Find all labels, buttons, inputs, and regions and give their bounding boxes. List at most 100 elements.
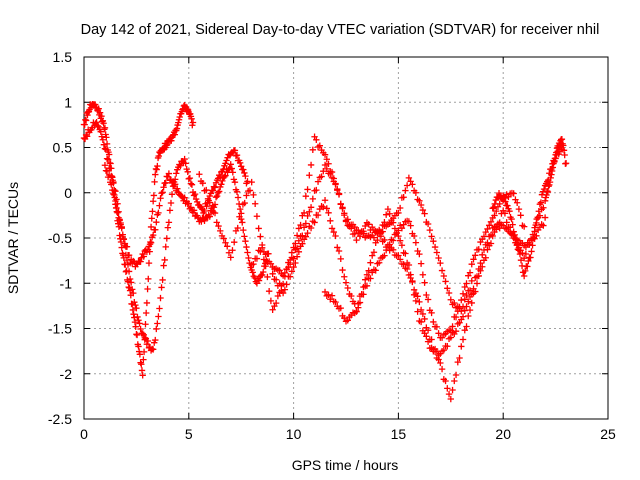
- data-point: [144, 246, 152, 253]
- data-point: [316, 142, 323, 149]
- data-point: [416, 250, 423, 258]
- data-point: [309, 195, 317, 203]
- data-point: [496, 219, 503, 226]
- data-point: [466, 306, 474, 314]
- data-point: [442, 278, 449, 285]
- data-point: [463, 280, 470, 287]
- data-point: [435, 356, 442, 363]
- data-point: [133, 305, 140, 312]
- data-point: [103, 167, 111, 175]
- data-point: [342, 279, 350, 286]
- data-point: [286, 273, 294, 280]
- data-point: [292, 240, 299, 247]
- data-point: [241, 233, 248, 240]
- data-point: [165, 170, 173, 177]
- data-point: [116, 232, 123, 239]
- data-point: [161, 256, 168, 264]
- data-point: [223, 157, 230, 164]
- data-point: [431, 348, 439, 355]
- data-point: [440, 272, 448, 280]
- data-point: [509, 221, 516, 228]
- data-point: [447, 395, 454, 403]
- data-point: [323, 165, 330, 173]
- data-point: [152, 226, 159, 233]
- data-point: [155, 152, 162, 160]
- data-point: [149, 346, 157, 353]
- data-point: [416, 197, 423, 205]
- data-point: [548, 165, 555, 173]
- data-point: [540, 185, 548, 193]
- data-point: [142, 309, 150, 317]
- data-point: [157, 294, 164, 302]
- data-point: [134, 313, 141, 321]
- data-point: [188, 181, 196, 188]
- data-point: [102, 131, 109, 138]
- data-point: [438, 267, 446, 274]
- data-point: [405, 174, 413, 182]
- data-point: [323, 205, 330, 212]
- data-point: [103, 155, 111, 162]
- data-point: [272, 276, 280, 283]
- data-point: [236, 205, 244, 213]
- data-point: [321, 161, 329, 169]
- data-point: [561, 151, 568, 159]
- data-point: [126, 275, 134, 283]
- data-point: [158, 284, 165, 291]
- data-point: [104, 156, 112, 163]
- data-point: [230, 176, 238, 183]
- data-point: [365, 221, 372, 228]
- y-tick-label: -0.5: [48, 230, 72, 246]
- data-point: [239, 219, 246, 226]
- data-point: [321, 151, 329, 158]
- series-track-1: [80, 100, 197, 379]
- data-point: [538, 191, 546, 198]
- data-point: [503, 219, 510, 226]
- y-tick-label: -1.5: [48, 321, 72, 337]
- data-point: [558, 135, 566, 143]
- data-point: [140, 348, 148, 356]
- data-point: [302, 192, 310, 200]
- data-point: [466, 287, 474, 294]
- data-point: [176, 161, 183, 168]
- data-point: [113, 204, 120, 212]
- data-point: [162, 243, 169, 251]
- data-point: [189, 119, 197, 126]
- data-point: [327, 296, 334, 303]
- data-point: [454, 308, 461, 315]
- data-point: [163, 141, 171, 148]
- data-point: [517, 212, 524, 219]
- data-point: [154, 320, 161, 327]
- data-point: [325, 209, 332, 217]
- data-point: [412, 189, 420, 196]
- data-point: [355, 304, 362, 311]
- data-point: [362, 222, 369, 230]
- data-point: [166, 207, 174, 214]
- data-point: [149, 198, 157, 205]
- data-point: [365, 267, 372, 274]
- data-point: [131, 298, 138, 306]
- data-point: [153, 166, 160, 173]
- data-point: [444, 343, 451, 350]
- data-point: [111, 191, 118, 199]
- data-point: [272, 299, 280, 307]
- data-point: [369, 252, 376, 259]
- data-point: [515, 247, 523, 254]
- data-point: [395, 232, 402, 240]
- data-point: [510, 228, 517, 235]
- data-point: [465, 298, 472, 305]
- data-point: [370, 249, 378, 256]
- data-point: [299, 240, 306, 247]
- data-point: [125, 268, 133, 275]
- data-point: [145, 275, 152, 283]
- data-point: [98, 133, 106, 140]
- data-point: [396, 204, 404, 212]
- data-point: [149, 231, 157, 239]
- data-point: [262, 262, 269, 270]
- data-point: [159, 276, 166, 284]
- data-point: [410, 286, 418, 294]
- data-point: [168, 137, 175, 144]
- data-point: [213, 219, 220, 226]
- data-point: [162, 179, 169, 187]
- data-point: [389, 219, 397, 226]
- data-point: [133, 331, 140, 338]
